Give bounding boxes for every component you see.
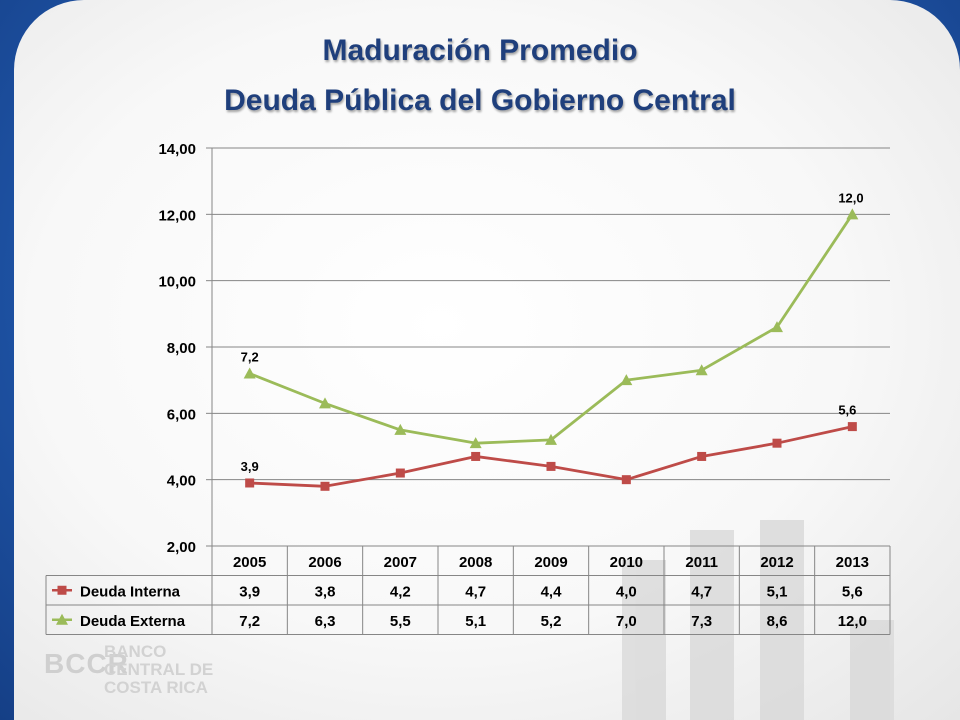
logo-name-line-3: COSTA RICA [104, 678, 208, 697]
table-cell-value: 5,1 [767, 583, 788, 600]
table-cell-value: 4,4 [541, 583, 563, 600]
data-label-first: 7,2 [241, 350, 259, 365]
data-point [771, 321, 783, 333]
table-cell-value: 6,3 [315, 613, 336, 630]
x-category-label: 2007 [384, 554, 417, 571]
logo-initials: BCCR [44, 648, 129, 679]
table-cell-value: 5,2 [541, 613, 562, 630]
data-point [320, 481, 330, 491]
y-tick-label: 6,00 [167, 406, 196, 423]
x-category-label: 2010 [610, 554, 643, 571]
table-cell-value: 7,3 [691, 613, 712, 630]
table-cell-value: 3,9 [239, 583, 260, 600]
data-point [545, 433, 557, 445]
table-cell-value: 4,7 [465, 583, 486, 600]
data-point [469, 437, 482, 449]
data-label-first: 3,9 [241, 459, 259, 474]
data-point [395, 468, 405, 478]
y-tick-label: 2,00 [167, 539, 196, 556]
legend-marker-externa [56, 613, 68, 625]
data-label-last: 12,0 [838, 190, 863, 205]
data-point [695, 364, 708, 376]
x-category-label: 2008 [459, 554, 492, 571]
legend-label: Deuda Externa [80, 613, 186, 630]
data-point [471, 451, 481, 461]
y-tick-label: 14,00 [158, 141, 196, 158]
data-label-last: 5,6 [838, 403, 856, 418]
y-tick-label: 4,00 [167, 473, 196, 490]
data-point [621, 475, 631, 485]
y-tick-label: 12,00 [158, 207, 196, 224]
data-point [546, 461, 556, 471]
logo-name-line-1: BANCO [104, 642, 167, 661]
x-category-label: 2006 [308, 554, 341, 571]
data-point [243, 367, 256, 379]
data-point [697, 451, 707, 461]
data-point [772, 438, 782, 448]
legend-label: Deuda Interna [80, 583, 181, 600]
table-cell-value: 5,1 [465, 613, 486, 630]
x-category-label: 2009 [534, 554, 567, 571]
data-point [245, 478, 255, 488]
data-point [846, 208, 859, 220]
table-cell-value: 3,8 [315, 583, 336, 600]
table-cell-value: 7,2 [239, 613, 260, 630]
y-tick-label: 10,00 [158, 274, 196, 291]
slide-title-line-1: Maduración Promedio [322, 34, 638, 67]
table-cell-value: 4,2 [390, 583, 411, 600]
table-cell-value: 4,0 [616, 583, 637, 600]
x-category-label: 2012 [760, 554, 793, 571]
table-cell-value: 4,7 [691, 583, 712, 600]
x-category-label: 2013 [836, 554, 869, 571]
legend-marker-interna [57, 585, 67, 595]
table-cell-value: 5,6 [842, 583, 863, 600]
data-point [620, 374, 633, 386]
table-cell-value: 7,0 [616, 613, 637, 630]
data-point [847, 422, 857, 432]
table-cell-value: 8,6 [767, 613, 788, 630]
x-category-label: 2011 [685, 554, 718, 571]
table-cell-value: 5,5 [390, 613, 411, 630]
series-line-externa [249, 213, 854, 445]
x-category-label: 2005 [233, 554, 266, 571]
slide-title-line-2: Deuda Pública del Gobierno Central [224, 84, 736, 117]
data-point [319, 397, 331, 409]
y-tick-label: 8,00 [167, 340, 196, 357]
table-cell-value: 12,0 [838, 613, 867, 630]
logo-name-line-2: CENTRAL DE [104, 660, 214, 679]
data-point [394, 423, 407, 435]
